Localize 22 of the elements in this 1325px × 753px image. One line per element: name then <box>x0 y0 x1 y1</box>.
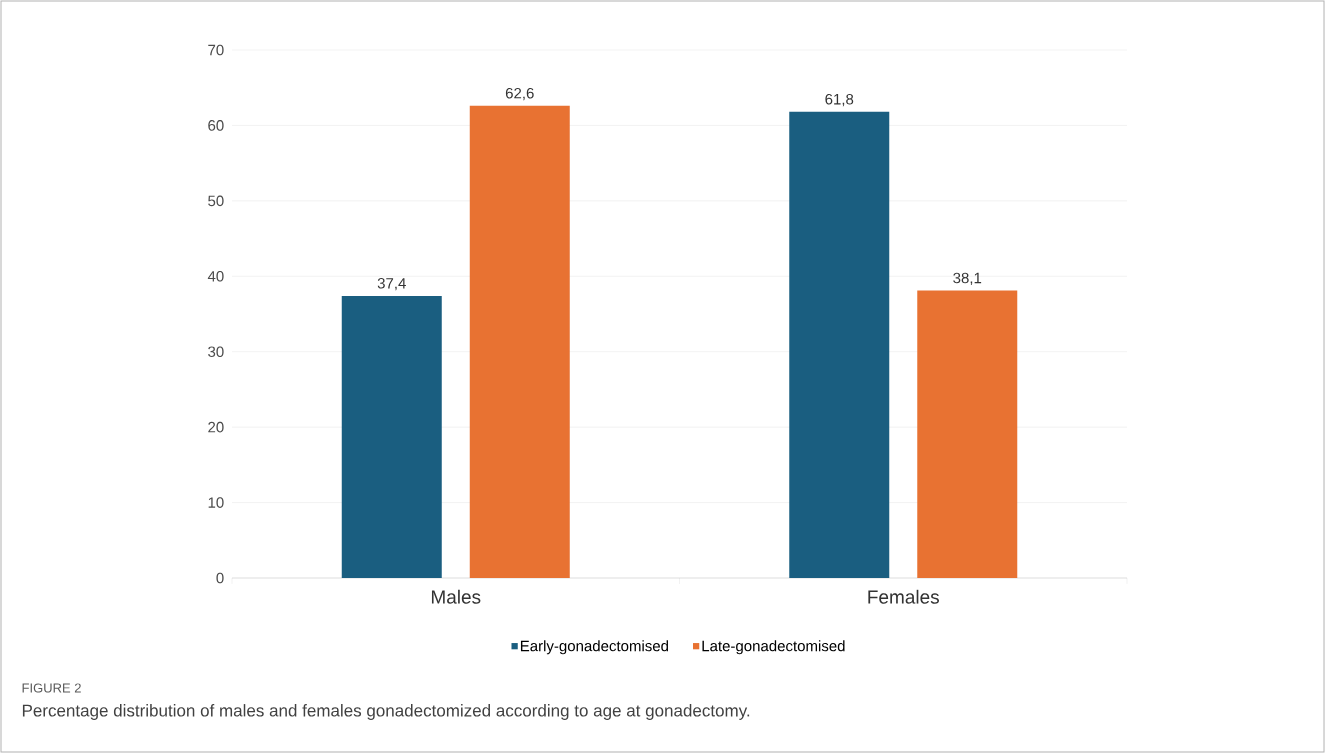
legend-label: Late-gonadectomised <box>702 640 845 655</box>
data-label: 38,1 <box>953 272 982 286</box>
bar <box>789 111 890 578</box>
data-label: 61,8 <box>825 93 854 107</box>
x-tick-label: Females <box>868 589 939 604</box>
bar <box>469 105 570 578</box>
y-tick-label: 70 <box>208 44 224 56</box>
legend-label: Early-gonadectomised <box>520 640 668 655</box>
y-tick-label: 40 <box>207 270 224 282</box>
y-tick-label: 0 <box>216 572 224 584</box>
data-label: 62,6 <box>505 87 534 101</box>
data-label: 37,4 <box>377 277 406 291</box>
y-tick-label: 50 <box>208 195 224 207</box>
text: Percentage distribution of males and females gonadectomized according to age at gonadectomy. <box>22 704 750 720</box>
y-tick-label: 20 <box>208 421 224 433</box>
y-tick-label: 30 <box>208 346 224 358</box>
caption: FIGURE 2 <box>22 683 81 693</box>
bar <box>341 295 442 578</box>
bar <box>917 290 1018 578</box>
y-tick-label: 10 <box>208 497 224 508</box>
x-tick-label: Males <box>431 589 481 604</box>
y-tick-label: 60 <box>208 120 224 131</box>
